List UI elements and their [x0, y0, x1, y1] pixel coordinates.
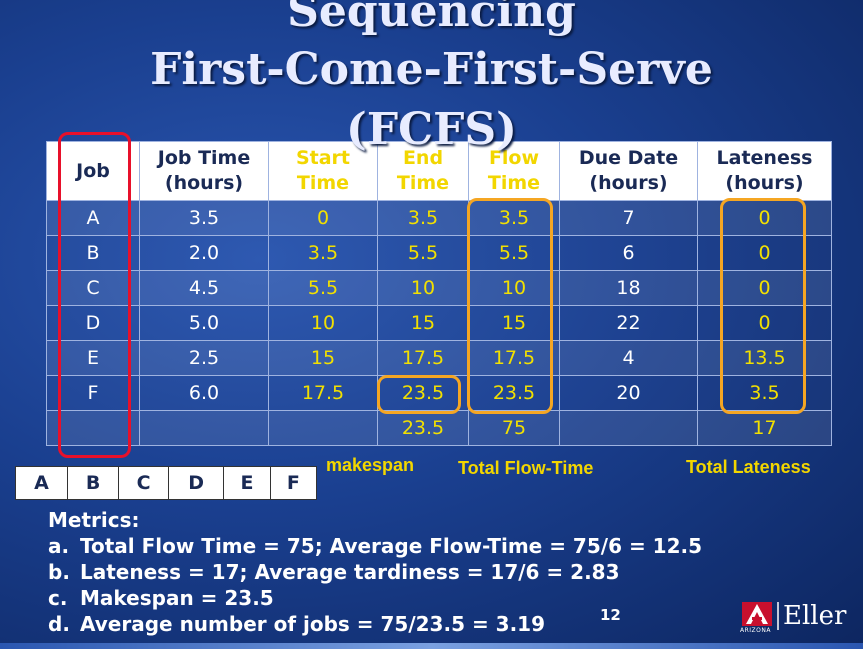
title-line-3: (FCFS): [346, 104, 517, 155]
cell-job: C: [46, 270, 140, 306]
cell-job-time: [139, 410, 269, 446]
title-line-2: First-Come-First-Serve: [150, 44, 713, 95]
header-lateness: Lateness (hours): [697, 141, 832, 201]
cell-makespan-total: 23.5: [377, 410, 469, 446]
header-start-time: Start Time: [268, 141, 378, 201]
cell-due-date: 7: [559, 200, 698, 236]
metric-item: a. Total Flow Time = 75; Average Flow-Tim…: [48, 533, 702, 559]
metrics-block: Metrics: a. Total Flow Time = 75; Average…: [48, 507, 702, 637]
cell-flow-time: 5.5: [468, 235, 560, 271]
metric-marker: b.: [48, 560, 70, 584]
metric-text: Total Flow Time = 75; Average Flow-Time …: [80, 534, 703, 558]
metric-item: c. Makespan = 23.5: [48, 585, 702, 611]
cell-start-time: 10: [268, 305, 378, 341]
table-header-row: Job Job Time (hours) Start Time End Time Fl…: [46, 141, 832, 201]
cell-lateness: 0: [697, 305, 832, 341]
cell-lateness: 0: [697, 270, 832, 306]
cell-due-date: [559, 410, 698, 446]
page-number: 12: [600, 606, 621, 624]
cell-lateness: 0: [697, 200, 832, 236]
cell-job: D: [46, 305, 140, 341]
cell-due-date: 20: [559, 375, 698, 411]
makespan-label: makespan: [326, 455, 415, 475]
cell-due-date: 6: [559, 235, 698, 271]
sequence-cell: D: [167, 466, 225, 500]
table-row: D 5.0 10 15 15 22 0: [46, 305, 832, 341]
header-job: Job: [46, 141, 140, 201]
table-row: F 6.0 17.5 23.5 23.5 20 3.5: [46, 375, 832, 411]
cell-start-time: 15: [268, 340, 378, 376]
cell-end-time: 3.5: [377, 200, 469, 236]
metric-text: Makespan = 23.5: [80, 586, 274, 610]
total-flow-label: Total Flow-Time: [458, 458, 594, 478]
sequence-cell: E: [223, 466, 271, 500]
cell-flow-total: 75: [468, 410, 560, 446]
total-lateness-label: Total Lateness: [686, 457, 811, 477]
cell-flow-time: 10: [468, 270, 560, 306]
metric-item: b. Lateness = 17; Average tardiness = 17/…: [48, 559, 702, 585]
sequence-cell: A: [14, 466, 69, 500]
cell-start-time: [268, 410, 378, 446]
cell-start-time: 3.5: [268, 235, 378, 271]
cell-job-time: 2.5: [139, 340, 269, 376]
cell-due-date: 4: [559, 340, 698, 376]
arizona-logo-icon: [742, 602, 779, 630]
fcfs-table: Job Job Time (hours) Start Time End Time Fl…: [46, 141, 832, 446]
metric-item: d. Average number of jobs = 75/23.5 = 3.1…: [48, 611, 702, 637]
cell-flow-time: 17.5: [468, 340, 560, 376]
cell-job-time: 6.0: [139, 375, 269, 411]
cell-start-time: 17.5: [268, 375, 378, 411]
cell-flow-time: 3.5: [468, 200, 560, 236]
cell-job: B: [46, 235, 140, 271]
cell-job-time: 2.0: [139, 235, 269, 271]
cell-job: A: [46, 200, 140, 236]
sequence-row: A B C D E F: [14, 466, 318, 500]
header-end-time: End Time: [377, 141, 469, 201]
sequence-cell: C: [118, 466, 169, 500]
cell-start-time: 5.5: [268, 270, 378, 306]
table-totals-row: 23.5 75 17: [46, 410, 832, 446]
cell-job: F: [46, 375, 140, 411]
sequence-cell: B: [67, 466, 120, 500]
metric-marker: d.: [48, 612, 70, 636]
sequence-strip: A B C D E F: [14, 466, 318, 500]
metric-marker: a.: [48, 534, 70, 558]
cell-lateness: 0: [697, 235, 832, 271]
cell-end-time: 15: [377, 305, 469, 341]
title-line-1: Sequencing: [287, 0, 576, 37]
cell-job-time: 4.5: [139, 270, 269, 306]
header-due-date: Due Date (hours): [559, 141, 698, 201]
cell-end-time: 23.5: [377, 375, 469, 411]
cell-end-time: 10: [377, 270, 469, 306]
cell-due-date: 22: [559, 305, 698, 341]
cell-end-time: 17.5: [377, 340, 469, 376]
metric-marker: c.: [48, 586, 68, 610]
table-row: E 2.5 15 17.5 17.5 4 13.5: [46, 340, 832, 376]
cell-end-time: 5.5: [377, 235, 469, 271]
table-row: C 4.5 5.5 10 10 18 0: [46, 270, 832, 306]
table-row: B 2.0 3.5 5.5 5.5 6 0: [46, 235, 832, 271]
cell-job: [46, 410, 140, 446]
cell-due-date: 18: [559, 270, 698, 306]
table-row: A 3.5 0 3.5 3.5 7 0: [46, 200, 832, 236]
cell-lateness: 13.5: [697, 340, 832, 376]
cell-start-time: 0: [268, 200, 378, 236]
metric-text: Average number of jobs = 75/23.5 = 3.19: [80, 612, 546, 636]
arizona-logo-text: ARIZONA: [740, 627, 771, 634]
cell-job-time: 3.5: [139, 200, 269, 236]
cell-job-time: 5.0: [139, 305, 269, 341]
footer-band: [0, 643, 863, 649]
metric-text: Lateness = 17; Average tardiness = 17/6 …: [80, 560, 620, 584]
cell-lateness-total: 17: [697, 410, 832, 446]
cell-flow-time: 15: [468, 305, 560, 341]
metrics-heading: Metrics:: [48, 508, 140, 532]
sequence-cell: F: [269, 466, 318, 500]
eller-logo-text: Eller: [783, 601, 847, 631]
cell-job: E: [46, 340, 140, 376]
cell-flow-time: 23.5: [468, 375, 560, 411]
cell-lateness: 3.5: [697, 375, 832, 411]
